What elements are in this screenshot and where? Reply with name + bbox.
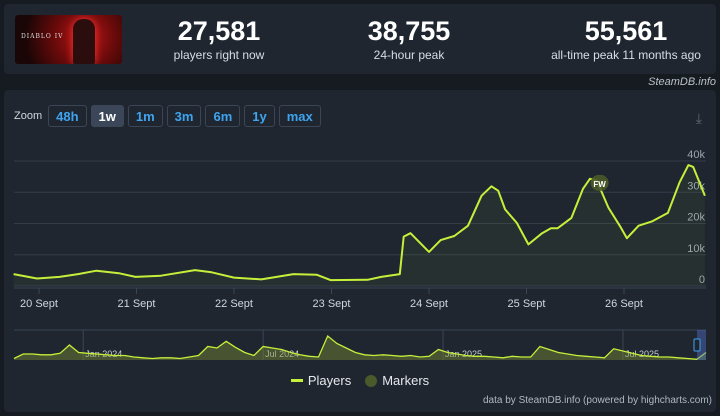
stat-label: players right now (173, 48, 265, 62)
legend-label: Markers (382, 373, 430, 388)
navigator-label: Jul 2024 (265, 349, 299, 359)
y-tick-label: 30k (687, 180, 705, 192)
stat-value: 55,561 (584, 16, 668, 46)
line-icon (290, 379, 303, 382)
navigator-area (14, 336, 706, 360)
stat-label: all-time peak 11 months ago (551, 48, 701, 62)
legend-players[interactable]: Players (290, 373, 352, 388)
game-logo: DIABLO IV (21, 33, 64, 40)
legend-markers[interactable]: Markers (365, 373, 429, 388)
x-tick-label: 25 Sept (508, 298, 546, 310)
stat-value: 27,581 (177, 16, 261, 46)
stats-panel: DIABLO IV 27,581 players right now 38,755… (4, 4, 716, 74)
series-area (13, 165, 705, 286)
legend: Players Markers (0, 373, 720, 388)
zoom-max-button[interactable]: max (278, 105, 321, 127)
navigator-line (13, 334, 707, 360)
zoom-6m-button[interactable]: 6m (205, 105, 241, 127)
stat-24h-peak: 38,755 24-hour peak (354, 16, 464, 62)
navigator-selection[interactable] (697, 330, 706, 360)
zoom-controls: Zoom 48h 1w 1m 3m 6m 1y max (14, 105, 321, 127)
x-tick-label: 26 Sept (605, 298, 643, 310)
zoom-1m-button[interactable]: 1m (127, 105, 163, 127)
y-tick-label: 20k (687, 212, 705, 224)
x-tick-label: 20 Sept (20, 298, 58, 310)
y-tick-label: 10k (687, 243, 705, 255)
chart-footer[interactable]: data by SteamDB.info (powered by highcha… (483, 395, 712, 406)
game-thumbnail[interactable]: DIABLO IV (15, 15, 122, 64)
x-tick-label: 22 Sept (215, 298, 253, 310)
series-line-players (13, 164, 706, 282)
dot-icon (365, 374, 378, 387)
navigator-label: Jan 2025 (445, 349, 482, 359)
zoom-1y-button[interactable]: 1y (244, 105, 275, 127)
marker-fw (590, 174, 609, 191)
navigator-label: Jul 2025 (625, 349, 659, 359)
x-tick-label: 23 Sept (313, 298, 351, 310)
marker-label: FW (593, 180, 606, 189)
stat-current: 27,581 players right now (164, 16, 274, 62)
zoom-48h-button[interactable]: 48h (48, 105, 87, 127)
stat-label: 24-hour peak (373, 48, 445, 62)
navigator-handle[interactable] (693, 338, 701, 352)
zoom-1w-button[interactable]: 1w (90, 105, 124, 127)
chart-panel: Zoom 48h 1w 1m 3m 6m 1y max ⤓ (4, 90, 716, 412)
x-tick-label: 24 Sept (410, 298, 448, 310)
download-icon[interactable]: ⤓ (695, 110, 702, 126)
zoom-3m-button[interactable]: 3m (166, 105, 202, 127)
stat-all-time-peak: 55,561 all-time peak 11 months ago (526, 16, 720, 62)
y-tick-label: 40k (687, 149, 705, 161)
legend-label: Players (307, 373, 352, 388)
steamdb-credit[interactable]: SteamDB.info (648, 76, 716, 88)
y-tick-label: 0 (699, 274, 705, 286)
stat-value: 38,755 (367, 16, 451, 46)
zoom-label: Zoom (14, 110, 43, 122)
x-tick-label: 21 Sept (118, 298, 156, 310)
